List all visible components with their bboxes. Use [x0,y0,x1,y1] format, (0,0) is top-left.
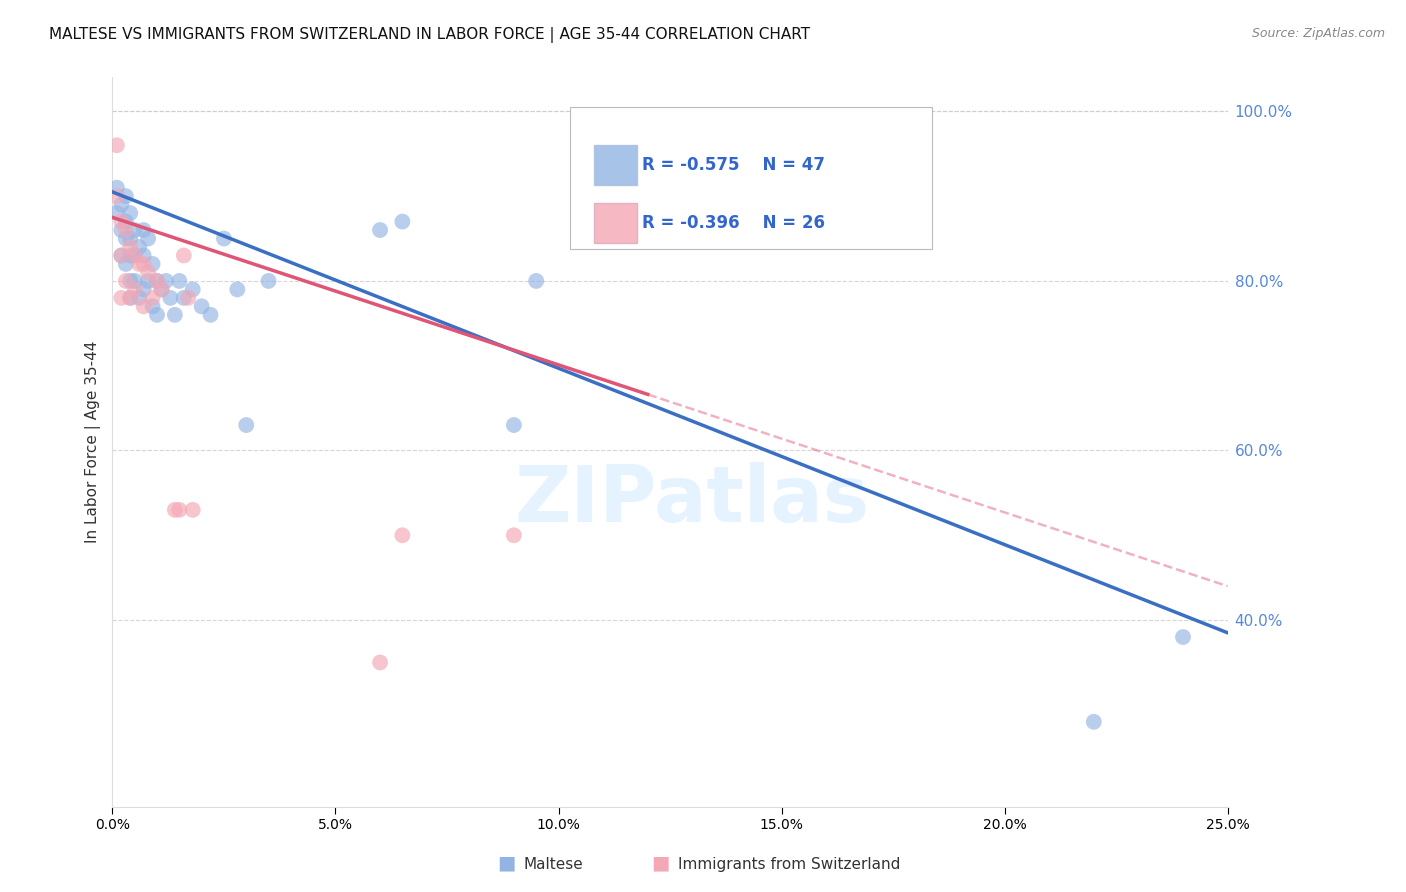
Point [136,274,159,288]
Point [120,291,142,305]
Point [110,223,132,237]
Point [128,240,150,254]
Point [502,528,524,542]
Y-axis label: In Labor Force | Age 35-44: In Labor Force | Age 35-44 [86,341,101,543]
Point [120,240,142,254]
Point [132,223,155,237]
Text: Source: ZipAtlas.com: Source: ZipAtlas.com [1251,27,1385,40]
Point [124,248,146,262]
Point [163,308,186,322]
Point [173,291,195,305]
Point [114,189,136,203]
Point [181,503,204,517]
Text: R = -0.396    N = 26: R = -0.396 N = 26 [643,214,825,232]
Point [128,291,150,305]
Point [524,274,547,288]
Point [124,248,146,262]
Text: Immigrants from Switzerland: Immigrants from Switzerland [678,857,900,872]
Point [146,274,169,288]
Point [105,189,128,203]
Point [142,257,165,271]
Point [124,282,146,296]
Point [105,138,128,153]
Text: ■: ■ [651,854,671,872]
Point [120,231,142,245]
Point [128,257,150,271]
Point [169,274,191,288]
Point [146,308,169,322]
Text: R = -0.575    N = 47: R = -0.575 N = 47 [643,156,825,174]
Point [120,206,142,220]
Point [114,257,136,271]
Point [110,248,132,262]
FancyBboxPatch shape [595,203,637,244]
Point [226,282,249,296]
Point [120,248,142,262]
Point [150,282,173,296]
Point [142,291,165,305]
Point [114,274,136,288]
Text: ■: ■ [496,854,516,872]
Point [132,282,155,296]
Point [212,231,235,245]
Point [159,291,181,305]
Point [200,308,222,322]
Point [163,503,186,517]
Point [114,214,136,228]
Point [368,223,391,237]
Point [502,418,524,433]
Point [368,656,391,670]
Point [1083,714,1105,729]
Point [177,291,200,305]
Point [132,257,155,271]
Point [105,206,128,220]
Point [114,231,136,245]
Text: MALTESE VS IMMIGRANTS FROM SWITZERLAND IN LABOR FORCE | AGE 35-44 CORRELATION CH: MALTESE VS IMMIGRANTS FROM SWITZERLAND I… [49,27,810,43]
Point [150,282,173,296]
Point [132,299,155,313]
Text: Maltese: Maltese [523,857,582,872]
Point [110,248,132,262]
Point [235,418,257,433]
Point [181,282,204,296]
FancyBboxPatch shape [595,145,637,185]
Point [136,231,159,245]
FancyBboxPatch shape [569,107,932,249]
Point [124,274,146,288]
Point [391,528,413,542]
Point [110,291,132,305]
Point [120,274,142,288]
Point [391,214,413,228]
Point [110,197,132,211]
Point [190,299,212,313]
Point [120,291,142,305]
Text: ZIPatlas: ZIPatlas [515,462,870,539]
Point [110,214,132,228]
Point [132,248,155,262]
Point [124,223,146,237]
Point [114,223,136,237]
Point [1171,630,1194,644]
Point [257,274,280,288]
Point [173,248,195,262]
Point [155,274,177,288]
Point [169,503,191,517]
Point [136,265,159,279]
Point [146,274,169,288]
Point [142,299,165,313]
Point [105,180,128,194]
